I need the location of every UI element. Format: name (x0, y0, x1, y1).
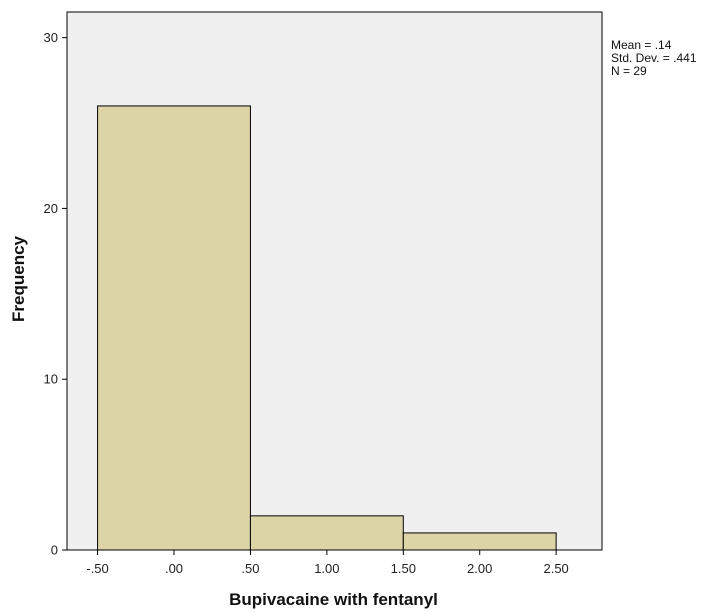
histogram-bars (97, 105, 557, 551)
x-axis-ticks: -.50 .00 .50 1.00 1.50 2.00 2.50 (86, 550, 569, 576)
stat-n: N = 29 (611, 64, 647, 78)
stat-mean: Mean = .14 (611, 38, 672, 52)
y-tick-label: 10 (44, 372, 58, 387)
x-tick-label: 1.50 (391, 561, 416, 576)
y-tick-label: 0 (51, 543, 58, 558)
statistics-box: Mean = .14 Std. Dev. = .441 N = 29 (611, 39, 697, 78)
x-tick-label: 2.00 (467, 561, 492, 576)
y-axis-ticks: 0 10 20 30 (44, 30, 67, 558)
x-tick-label: .00 (165, 561, 183, 576)
x-tick-label: .50 (241, 561, 259, 576)
x-tick-label: -.50 (86, 561, 108, 576)
histogram-bar-3 (402, 532, 557, 551)
histogram-bar-1 (97, 105, 251, 551)
stat-std-dev: Std. Dev. = .441 (611, 51, 697, 65)
y-axis-title: Frequency (9, 235, 28, 322)
y-tick-label: 30 (44, 30, 58, 45)
y-tick-label: 20 (44, 201, 58, 216)
x-tick-label: 2.50 (543, 561, 568, 576)
x-axis-title: Bupivacaine with fentanyl (229, 590, 438, 609)
x-tick-label: 1.00 (314, 561, 339, 576)
histogram-bar-2 (249, 515, 404, 551)
